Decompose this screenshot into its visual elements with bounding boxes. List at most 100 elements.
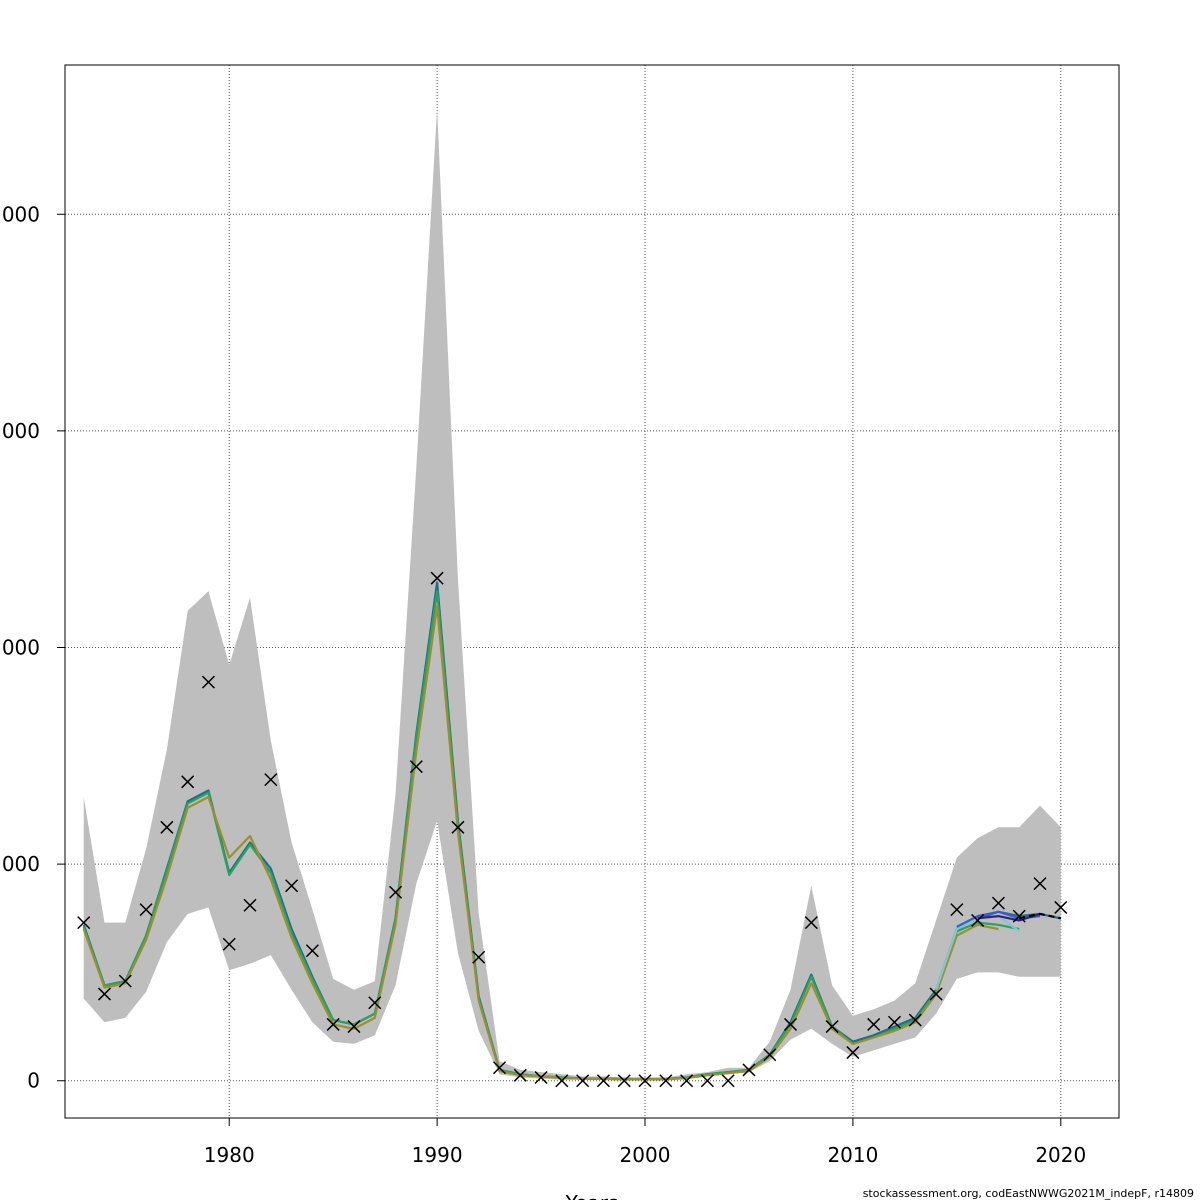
observation-stroke [846, 1046, 860, 1060]
observation-point [326, 1017, 340, 1031]
observation-stroke [285, 879, 299, 893]
observation-point [534, 1070, 548, 1085]
confidence-band [83, 108, 1061, 1081]
observation-stroke [763, 1048, 777, 1062]
observation-point [160, 820, 174, 834]
observation-stroke [887, 1015, 902, 1029]
footer-credit: stockassessment.org, codEastNWWG2021M_in… [863, 1187, 1194, 1200]
observation-stroke [326, 1017, 340, 1031]
observation-point [784, 1017, 798, 1031]
observation-stroke [264, 773, 278, 787]
observation-stroke [97, 987, 112, 1001]
observation-stroke [160, 820, 174, 834]
observation-point [1054, 900, 1068, 914]
observation-point [742, 1063, 756, 1077]
observation-point [264, 773, 278, 787]
observation-point [867, 1017, 881, 1031]
observation-point [409, 760, 423, 774]
observation-point [139, 903, 153, 917]
observation-point [804, 916, 818, 930]
observation-point [638, 1074, 652, 1088]
observation-stroke [742, 1063, 756, 1077]
observation-stroke [991, 896, 1005, 910]
observation-point [887, 1015, 902, 1029]
observation-stroke [555, 1074, 569, 1088]
observation-stroke [680, 1074, 694, 1088]
x-tick-label: 2000 [620, 1143, 671, 1167]
observation-stroke [389, 885, 403, 899]
observation-stroke [908, 1013, 922, 1027]
observation-stroke [181, 775, 195, 789]
observation-point [1033, 877, 1047, 891]
observation-stroke [784, 1017, 798, 1031]
observation-point [492, 1061, 507, 1075]
observation-point [846, 1046, 860, 1060]
observation-point [1012, 909, 1026, 923]
confidence-band-area [83, 108, 1061, 1081]
observation-point [576, 1074, 590, 1088]
observation-point [222, 937, 236, 951]
observation-stroke [1033, 877, 1047, 891]
observation-point [368, 996, 382, 1010]
observation-stroke [118, 974, 132, 988]
observation-point [825, 1020, 839, 1034]
observation-point [763, 1048, 777, 1062]
observation-stroke [451, 820, 465, 834]
observation-point [451, 820, 465, 834]
observation-stroke [700, 1074, 714, 1088]
plot-frame [64, 64, 1120, 1119]
observation-stroke [825, 1020, 839, 1034]
observation-stroke [1012, 909, 1026, 923]
observation-point [243, 898, 257, 912]
observation-point [596, 1074, 610, 1088]
y-tick-label: 000 [2, 635, 40, 659]
observation-stroke [971, 913, 985, 927]
observation-point [659, 1074, 673, 1088]
observation-stroke [721, 1074, 735, 1088]
observation-stroke [430, 571, 444, 585]
observation-stroke [617, 1074, 631, 1088]
observation-point [389, 885, 403, 899]
observation-stroke [513, 1068, 527, 1082]
observation-stroke [347, 1020, 361, 1034]
observation-stroke [534, 1070, 548, 1085]
observation-point [118, 974, 132, 988]
observation-point [680, 1074, 694, 1088]
series-line-7 [1018, 912, 1062, 920]
observation-stroke [243, 898, 257, 912]
observation-point [285, 879, 299, 893]
observation-point [971, 913, 985, 927]
observation-point [513, 1068, 527, 1082]
observation-stroke [659, 1074, 673, 1088]
observation-point [950, 903, 964, 917]
x-tick-label: 1980 [204, 1143, 255, 1167]
observation-point [430, 571, 444, 585]
observation-point [472, 950, 486, 964]
observation-stroke [139, 903, 153, 917]
observation-point [97, 987, 112, 1001]
observation-stroke [368, 996, 382, 1010]
observation-point [908, 1013, 922, 1027]
x-axis-label: Years [565, 1191, 619, 1200]
observation-stroke [596, 1074, 610, 1088]
y-tick-label: 000 [2, 852, 40, 876]
observation-stroke [492, 1061, 507, 1075]
observation-stroke [409, 760, 423, 774]
observation-stroke [1054, 900, 1068, 914]
x-tick-label: 2020 [1035, 1143, 1086, 1167]
observation-point [77, 916, 91, 930]
observation-stroke [222, 937, 236, 951]
observation-point [991, 896, 1005, 910]
observation-point [555, 1074, 569, 1088]
observation-stroke [472, 950, 486, 964]
observation-point [181, 775, 195, 789]
observation-stroke [804, 916, 818, 930]
x-tick-label: 1990 [412, 1143, 463, 1167]
y-tick-label: 0 [27, 1069, 40, 1093]
y-tick-label: 000 [2, 202, 40, 226]
observation-point [700, 1074, 714, 1088]
observation-stroke [929, 987, 943, 1001]
observation-point [617, 1074, 631, 1088]
